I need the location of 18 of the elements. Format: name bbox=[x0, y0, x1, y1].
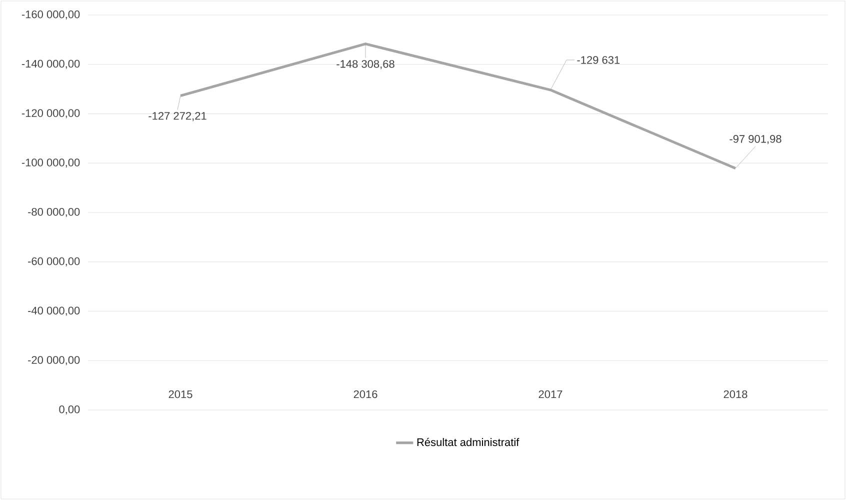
y-tick-label: -40 000,00 bbox=[28, 306, 80, 316]
y-tick-label: -160 000,00 bbox=[22, 10, 80, 20]
text: -129 631 bbox=[577, 56, 620, 64]
text: -148 308,68 bbox=[336, 60, 394, 70]
y-tick-label: 0,00 bbox=[59, 405, 80, 415]
x-tick-label: 2018 bbox=[724, 390, 748, 398]
x-tick-label: 2017 bbox=[538, 390, 562, 398]
text: -97 901,98 bbox=[730, 135, 782, 144]
text: -127 272,21 bbox=[148, 112, 206, 122]
y-tick-label: -120 000,00 bbox=[22, 109, 80, 118]
y-tick-label: -80 000,00 bbox=[28, 208, 80, 218]
y-tick-label: -140 000,00 bbox=[22, 60, 80, 69]
y-tick-label: -100 000,00 bbox=[22, 158, 80, 168]
y-tick-label: -20 000,00 bbox=[28, 356, 80, 366]
y-tick-label: -60 000,00 bbox=[28, 257, 80, 266]
legend-label: Résultat administratif bbox=[417, 438, 520, 446]
x-tick-label: 2015 bbox=[168, 390, 192, 398]
x-tick-label: 2016 bbox=[354, 390, 378, 398]
